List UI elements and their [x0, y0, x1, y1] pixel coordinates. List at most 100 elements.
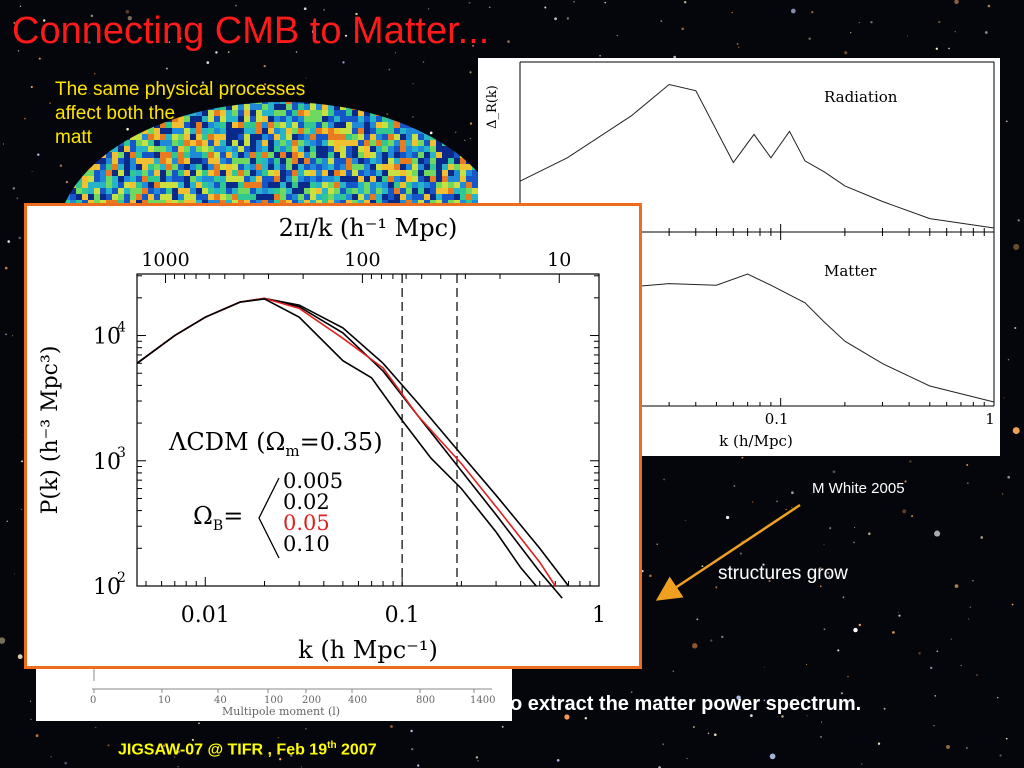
star — [30, 85, 33, 89]
star — [738, 46, 740, 48]
bottom-statement: o extract the matter power spectrum. — [510, 693, 862, 715]
star — [24, 117, 26, 120]
legend-entry: 0.02 — [283, 490, 330, 514]
star — [126, 127, 129, 131]
star — [299, 94, 301, 96]
star — [966, 482, 969, 485]
star — [16, 197, 19, 200]
star — [883, 707, 886, 710]
star — [303, 7, 307, 11]
star — [999, 754, 1002, 757]
star — [663, 478, 665, 481]
star — [277, 737, 280, 739]
star — [969, 606, 972, 609]
star — [464, 139, 466, 141]
star — [918, 652, 921, 655]
star — [162, 744, 166, 747]
star — [837, 649, 840, 652]
star — [965, 747, 968, 749]
star — [422, 61, 425, 63]
star — [312, 30, 316, 34]
star — [344, 34, 348, 37]
star — [693, 726, 695, 728]
star — [37, 153, 40, 156]
star — [1017, 219, 1020, 222]
intro-line: affect both the — [55, 103, 176, 124]
star — [853, 627, 858, 633]
star — [390, 725, 393, 728]
star — [1006, 120, 1008, 123]
top-tick-label: 1000 — [141, 249, 189, 271]
star — [5, 333, 7, 336]
star — [892, 631, 895, 634]
star — [736, 695, 741, 700]
y-tick-label: 103 — [93, 445, 126, 475]
star — [858, 22, 860, 24]
star — [198, 722, 200, 724]
star — [35, 734, 39, 738]
star — [1001, 493, 1004, 495]
star — [630, 691, 633, 693]
star — [701, 565, 704, 568]
star — [0, 637, 6, 644]
intro-text: The same physical processes affect both … — [55, 78, 395, 150]
x-tick-label: 1 — [985, 410, 995, 428]
star — [566, 17, 569, 20]
star — [1011, 603, 1014, 606]
star — [785, 508, 787, 511]
y-tick-label: 102 — [93, 570, 126, 600]
star — [656, 543, 658, 545]
footer-tail: 2007 — [336, 741, 377, 759]
y-tick-label: 104 — [93, 320, 126, 350]
star — [763, 666, 765, 668]
star — [82, 109, 85, 112]
cmb-tick-label: 400 — [348, 695, 367, 706]
star — [1007, 359, 1010, 361]
star — [31, 170, 33, 172]
star — [715, 586, 718, 589]
star — [692, 643, 698, 649]
star — [877, 742, 881, 745]
star — [41, 31, 44, 34]
svg-text:10: 10 — [93, 450, 121, 475]
star — [821, 721, 823, 723]
footer-sup: th — [327, 740, 337, 751]
star — [386, 113, 389, 116]
star — [672, 670, 675, 673]
x-axis-label: k (h Mpc⁻¹) — [298, 636, 438, 664]
star — [20, 508, 22, 510]
star — [107, 744, 110, 747]
star — [469, 137, 471, 140]
star — [736, 42, 739, 45]
star — [790, 506, 793, 509]
star — [768, 579, 771, 583]
series-line — [136, 298, 537, 587]
star — [763, 699, 766, 702]
star — [50, 756, 52, 758]
star — [776, 500, 778, 503]
star — [410, 729, 413, 733]
star — [428, 8, 430, 10]
star — [411, 748, 414, 751]
star — [624, 707, 627, 710]
series-line — [519, 83, 995, 229]
cmb-tick-label: 40 — [214, 695, 227, 706]
y-axis-label: P(k) (h⁻³ Mpc³) — [38, 346, 63, 515]
star — [469, 71, 472, 74]
star — [88, 41, 91, 44]
star — [805, 663, 808, 666]
top-axis-label: 2π/k (h⁻¹ Mpc) — [279, 214, 458, 242]
star — [739, 552, 742, 555]
y-axis-label: Δ_R(k) — [485, 85, 500, 129]
cmb-tick-label: 0 — [90, 695, 96, 706]
star — [616, 34, 618, 37]
star — [469, 122, 473, 125]
star — [980, 536, 984, 539]
svg-text:4: 4 — [117, 320, 126, 336]
star — [909, 460, 912, 463]
matter-power-spectrum-chart: 0.01 0.1 1 1000 100 10 10 2 10 3 10 4 k (h Mpc⁻¹) 2π/… — [24, 203, 642, 669]
star — [49, 102, 51, 104]
star — [936, 650, 939, 653]
star — [94, 73, 96, 75]
star — [819, 585, 822, 588]
